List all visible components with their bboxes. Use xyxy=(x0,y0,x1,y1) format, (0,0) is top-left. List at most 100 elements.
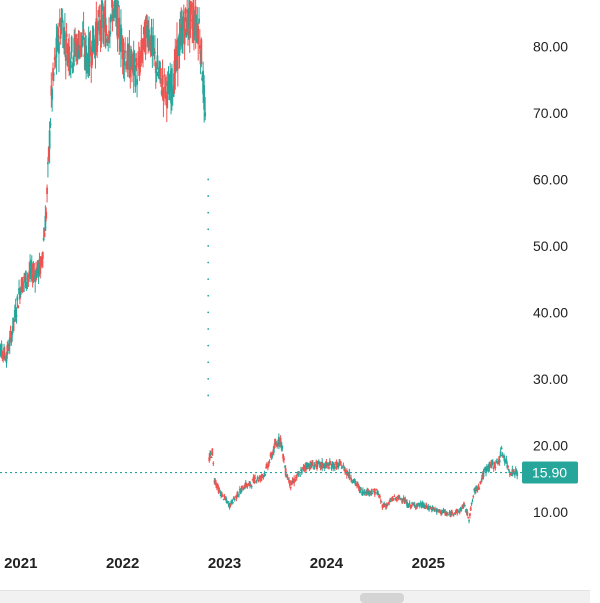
gap-dot xyxy=(207,278,209,280)
candle-body xyxy=(97,21,99,31)
candle-body xyxy=(468,520,470,521)
candle-body xyxy=(264,474,266,475)
candle-body xyxy=(186,10,188,32)
candle-body xyxy=(222,495,224,496)
candle-body xyxy=(495,460,497,463)
gap-dot xyxy=(207,378,209,380)
candle-body xyxy=(43,238,45,240)
candle-body xyxy=(42,252,44,259)
candle-body xyxy=(464,505,466,506)
y-tick-label: 50.00 xyxy=(533,238,568,254)
y-tick-label: 40.00 xyxy=(533,304,568,320)
candle-body xyxy=(136,79,138,85)
candle-body xyxy=(466,511,468,515)
candle-body xyxy=(234,499,236,500)
candle-body xyxy=(242,489,244,490)
candle-body xyxy=(286,475,288,478)
candle-body xyxy=(46,188,48,194)
candle-body xyxy=(375,492,377,493)
candle-body xyxy=(472,496,474,497)
gap-dot xyxy=(207,328,209,330)
candle-body xyxy=(232,502,234,503)
candle-body xyxy=(470,508,472,511)
candle-body xyxy=(258,480,260,481)
candle-body xyxy=(478,488,480,489)
candle-body xyxy=(360,489,362,490)
candle-body xyxy=(16,314,18,316)
current-price-label: 15.90 xyxy=(532,465,567,481)
candle-body xyxy=(467,517,469,518)
candle-body xyxy=(254,477,256,478)
candle-body xyxy=(58,42,60,53)
candle-body xyxy=(499,460,501,463)
candle-body xyxy=(408,505,410,507)
candle-body xyxy=(197,26,199,44)
candle-body xyxy=(51,89,53,100)
candle-body xyxy=(410,505,412,507)
candle-body xyxy=(496,459,498,460)
candle-body xyxy=(168,91,170,100)
candle-body xyxy=(185,9,187,13)
gap-dot xyxy=(207,395,209,397)
candle-body xyxy=(212,463,214,464)
candle-body xyxy=(506,459,508,461)
candle-body xyxy=(251,486,253,487)
candle-body xyxy=(281,446,283,449)
candle-body xyxy=(471,503,473,504)
gap-dot xyxy=(207,179,209,181)
candle-body xyxy=(283,458,285,460)
candle-body xyxy=(290,487,292,488)
candle-body xyxy=(269,462,271,463)
gap-dot xyxy=(207,311,209,313)
candle-body xyxy=(2,352,4,355)
candle-body xyxy=(414,505,416,507)
gap-dot xyxy=(207,262,209,264)
gap-dot xyxy=(207,212,209,214)
candle-body xyxy=(409,503,411,504)
candle-body xyxy=(381,502,383,503)
candle-body xyxy=(377,493,379,495)
candle-body xyxy=(299,475,301,476)
y-tick-label: 80.00 xyxy=(533,39,568,55)
candle-body xyxy=(472,501,474,502)
x-tick-label: 2023 xyxy=(208,555,241,572)
candle-body xyxy=(154,52,156,54)
candle-body xyxy=(200,39,202,64)
candle-body xyxy=(469,513,471,516)
candle-body xyxy=(225,498,227,500)
candle-body xyxy=(374,489,376,495)
candle-body xyxy=(461,510,463,511)
candle-body xyxy=(50,123,52,125)
candle-body xyxy=(507,466,509,467)
candle-body xyxy=(492,461,494,464)
candle-body xyxy=(134,75,136,86)
y-tick-label: 30.00 xyxy=(533,371,568,387)
candle-body xyxy=(53,74,55,75)
y-tick-label: 60.00 xyxy=(533,171,568,187)
candle-body xyxy=(162,76,164,84)
candle-body xyxy=(241,486,243,487)
candle-body xyxy=(289,480,291,486)
candle-body xyxy=(396,499,398,501)
candle-body xyxy=(135,58,137,68)
scrollbar-thumb[interactable] xyxy=(360,593,404,603)
candle-body xyxy=(65,55,67,61)
candle-body xyxy=(393,496,395,497)
candle-body xyxy=(16,296,18,300)
horizontal-scrollbar[interactable] xyxy=(0,590,590,603)
candles-layer xyxy=(0,0,518,523)
candle-body xyxy=(211,449,213,456)
candle-body xyxy=(134,53,136,62)
gap-dot xyxy=(207,345,209,347)
gap-dots-layer xyxy=(207,179,209,397)
x-tick-label: 2024 xyxy=(310,555,344,572)
candle-body xyxy=(500,451,502,456)
candle-body xyxy=(342,465,344,466)
candle-body xyxy=(9,338,11,346)
candle-body xyxy=(4,353,6,356)
candle-body xyxy=(124,51,126,52)
candle-body xyxy=(70,61,72,68)
